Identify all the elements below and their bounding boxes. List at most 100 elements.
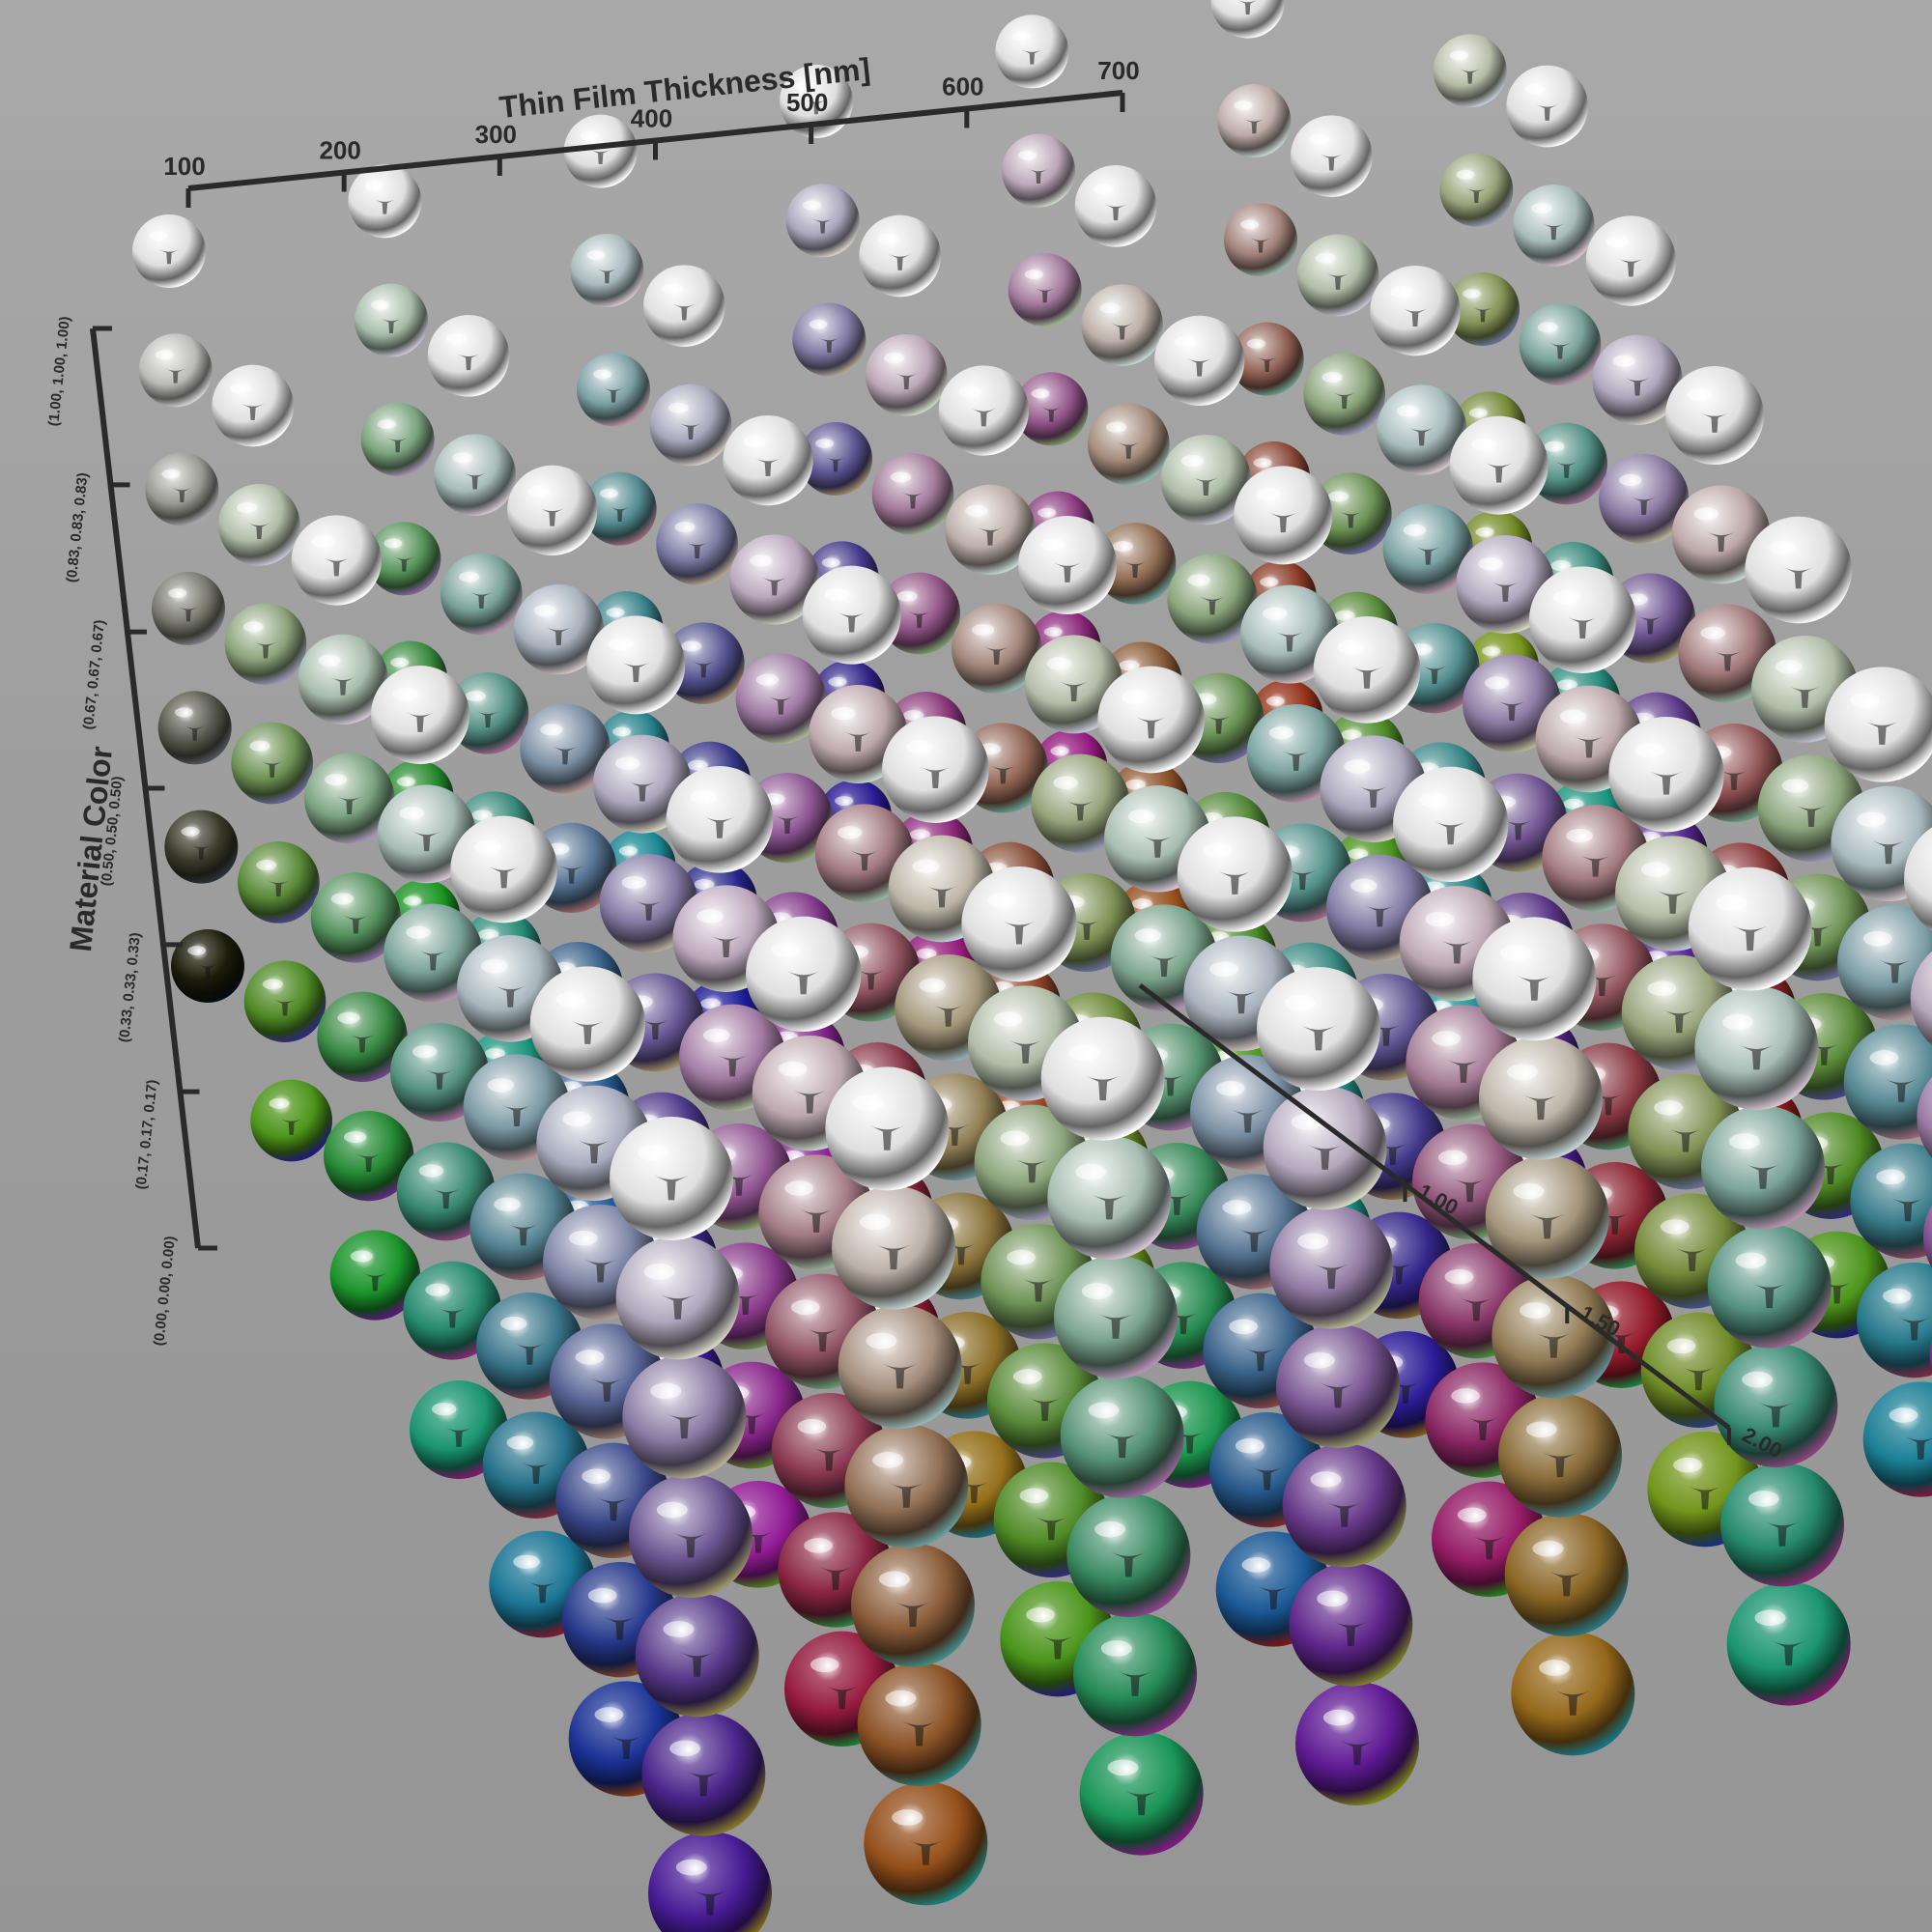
sphere-body: [1291, 115, 1373, 197]
sphere-body: [1910, 951, 1932, 1045]
sphere-highlight: [1234, 100, 1253, 110]
sphere-reflection: [343, 915, 369, 934]
sphere-reflection: [869, 1125, 905, 1151]
sphere-point: [1313, 616, 1421, 724]
sphere-point: [882, 716, 989, 824]
sphere-point: [635, 1593, 759, 1718]
sphere-highlight: [835, 796, 854, 806]
sphere-reflection: [1118, 1671, 1152, 1696]
sphere-point: [1472, 917, 1597, 1041]
sphere-point: [1066, 1493, 1191, 1617]
sphere-highlight: [1337, 639, 1365, 655]
sphere-highlight: [609, 638, 634, 651]
sphere-highlight: [892, 1809, 923, 1826]
sphere-reflection: [1808, 1043, 1839, 1065]
sphere-highlight: [1284, 994, 1316, 1011]
sphere-point: [1707, 1224, 1832, 1349]
sphere-highlight: [256, 860, 277, 871]
sphere-reflection: [1199, 596, 1226, 615]
sphere-highlight: [1876, 1169, 1906, 1185]
sphere-reflection: [793, 1090, 827, 1114]
sphere-reflection: [806, 99, 827, 115]
sphere-reflection: [1783, 567, 1814, 589]
sphere-reflection: [730, 1293, 761, 1316]
sphere-reflection: [489, 867, 520, 889]
sphere-reflection: [590, 1378, 624, 1402]
sphere-point: [802, 565, 901, 665]
sphere-body: [799, 422, 872, 496]
sphere-highlight: [1449, 50, 1468, 61]
sphere-body: [1177, 816, 1293, 932]
sphere-body: [1393, 766, 1509, 882]
sphere-point: [1088, 403, 1170, 486]
sphere-highlight: [702, 1028, 730, 1042]
sphere-reflection: [812, 218, 834, 234]
sphere-highlight: [344, 1131, 367, 1144]
sphere-highlight: [431, 1402, 457, 1416]
sphere-reflection: [1872, 840, 1905, 865]
sphere-reflection: [514, 1343, 545, 1365]
sphere-reflection: [590, 149, 611, 164]
sphere-reflection: [1555, 1690, 1591, 1716]
sphere-highlight: [242, 621, 264, 633]
sphere-reflection: [1040, 407, 1062, 422]
sphere-body: [1446, 272, 1520, 346]
sphere-point: [1843, 1024, 1932, 1140]
sphere-point: [1504, 1513, 1629, 1636]
sphere-highlight: [1241, 1557, 1271, 1573]
sphere-highlight: [1673, 1457, 1703, 1473]
x-tick-label: 200: [319, 136, 360, 165]
sphere-highlight: [494, 1197, 521, 1211]
sphere-point: [1224, 203, 1297, 277]
sphere-reflection: [857, 970, 885, 990]
sphere-highlight: [230, 383, 251, 394]
sphere-body: [1263, 1086, 1387, 1210]
sphere-body: [1066, 1493, 1191, 1617]
sphere-body: [961, 867, 1077, 982]
sphere-highlight: [878, 1571, 910, 1588]
sphere-highlight: [480, 958, 508, 974]
sphere-highlight: [614, 756, 640, 770]
sphere-highlight: [993, 1011, 1023, 1027]
sphere-body: [1217, 84, 1292, 157]
sphere-body: [1002, 133, 1075, 208]
sphere-point: [1234, 466, 1333, 565]
sphere-body: [857, 1662, 981, 1786]
sphere-body: [164, 810, 239, 884]
sphere-reflection: [336, 796, 362, 814]
sphere-point: [1850, 1143, 1932, 1259]
sphere-body: [1240, 584, 1339, 684]
sphere-reflection: [825, 1686, 859, 1710]
sphere-reflection: [603, 1616, 637, 1640]
sphere-point: [403, 1261, 502, 1360]
sphere-point: [310, 872, 402, 963]
sphere-body: [746, 916, 862, 1032]
sphere-reflection: [1340, 1740, 1375, 1766]
sphere-point: [450, 815, 557, 923]
sphere-body: [1701, 1105, 1825, 1230]
sphere-highlight: [1634, 742, 1664, 758]
sphere-reflection: [724, 1174, 754, 1196]
sphere-body: [1688, 867, 1812, 991]
sphere-reflection: [1580, 855, 1611, 877]
sphere-reflection: [1504, 820, 1532, 840]
sphere-highlight: [364, 181, 384, 191]
sphere-body: [866, 334, 948, 416]
sphere-reflection: [1669, 1128, 1702, 1152]
sphere-reflection: [1447, 1060, 1480, 1083]
sphere-reflection: [818, 337, 839, 353]
sphere-highlight: [884, 353, 905, 364]
sphere-reflection: [1554, 461, 1578, 478]
sphere-reflection: [596, 269, 617, 284]
sphere-highlight: [396, 777, 415, 786]
sphere-highlight: [1310, 1471, 1342, 1488]
sphere-point: [1240, 584, 1339, 684]
sphere-reflection: [539, 508, 565, 526]
sphere-reflection: [1117, 441, 1141, 459]
sphere-reflection: [267, 880, 291, 897]
sphere-point: [857, 1662, 981, 1786]
sphere-highlight: [1053, 776, 1078, 789]
sphere-point: [785, 184, 860, 258]
sphere-reflection: [1904, 1436, 1932, 1460]
sphere-point: [961, 867, 1077, 982]
